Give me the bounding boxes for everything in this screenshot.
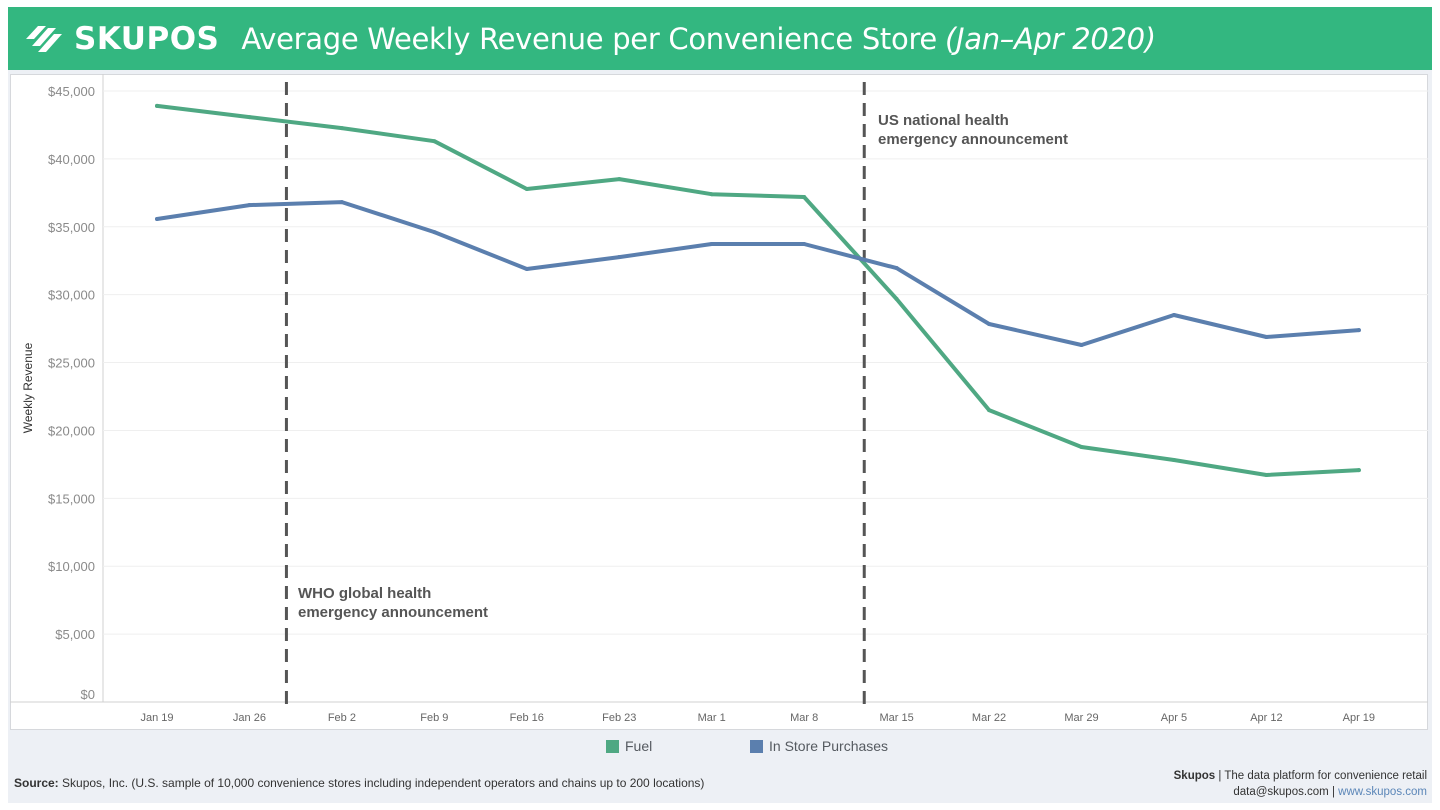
data-point-fuel[interactable] xyxy=(339,126,344,131)
legend-label: In Store Purchases xyxy=(769,738,889,754)
legend-item-fuel[interactable]: Fuel xyxy=(606,738,652,754)
title-main: Average Weekly Revenue per Convenience S… xyxy=(241,21,937,56)
data-point-in-store-purchases[interactable] xyxy=(524,267,529,272)
data-point-fuel[interactable] xyxy=(987,408,992,413)
x-tick-label: Mar 15 xyxy=(879,712,913,724)
title-date-range: (Jan–Apr 2020) xyxy=(944,21,1156,56)
email-link[interactable]: data@skupos.com xyxy=(1233,786,1329,798)
who-annotation: WHO global health emergency announcement xyxy=(298,584,488,622)
data-point-fuel[interactable] xyxy=(432,139,437,144)
y-tick-label: $25,000 xyxy=(48,356,95,371)
annotation-line: US national health xyxy=(878,112,1009,129)
data-point-in-store-purchases[interactable] xyxy=(894,266,899,271)
data-point-fuel[interactable] xyxy=(1356,468,1361,473)
x-tick-label: Jan 19 xyxy=(140,712,173,724)
legend: Fuel In Store Purchases xyxy=(0,738,1440,756)
header-bar: SKUPOS Average Weekly Revenue per Conven… xyxy=(8,7,1432,70)
x-tick-label: Feb 9 xyxy=(420,712,448,724)
legend-swatch-in-store xyxy=(750,739,763,753)
y-tick-label: $30,000 xyxy=(48,288,95,303)
brand-name: SKUPOS xyxy=(74,20,220,57)
skupos-logo: SKUPOS xyxy=(22,21,219,57)
y-tick-label: $15,000 xyxy=(48,491,95,506)
data-point-in-store-purchases[interactable] xyxy=(987,321,992,326)
legend-swatch-fuel xyxy=(606,739,619,753)
legend-item-in-store[interactable]: In Store Purchases xyxy=(750,738,888,754)
data-point-fuel[interactable] xyxy=(1171,458,1176,463)
tagline: | The data platform for convenience reta… xyxy=(1215,770,1427,782)
chart-title: Average Weekly Revenue per Convenience S… xyxy=(241,21,1156,56)
data-point-fuel[interactable] xyxy=(802,195,807,200)
data-point-fuel[interactable] xyxy=(247,115,252,120)
legend-label: Fuel xyxy=(625,738,653,754)
y-tick-label: $20,000 xyxy=(48,423,95,438)
data-point-in-store-purchases[interactable] xyxy=(1264,335,1269,340)
website-link[interactable]: www.skupos.com xyxy=(1338,786,1427,798)
data-point-fuel[interactable] xyxy=(1079,445,1084,450)
data-point-fuel[interactable] xyxy=(155,103,159,108)
y-tick-label: $40,000 xyxy=(48,152,95,167)
data-point-fuel[interactable] xyxy=(894,297,899,302)
x-tick-label: Mar 22 xyxy=(972,712,1006,724)
x-tick-label: Mar 8 xyxy=(790,712,818,724)
series-line-fuel[interactable] xyxy=(155,103,1361,477)
separator: | xyxy=(1328,786,1339,798)
source-note: Source: Skupos, Inc. (U.S. sample of 10,… xyxy=(14,776,704,790)
skupos-logo-icon xyxy=(26,25,62,52)
data-point-fuel[interactable] xyxy=(709,192,714,197)
y-tick-label: $10,000 xyxy=(48,559,95,574)
x-tick-label: Apr 19 xyxy=(1343,712,1375,724)
data-point-fuel[interactable] xyxy=(1264,472,1269,477)
source-label: Source: xyxy=(14,776,59,790)
x-tick-label: Feb 2 xyxy=(328,712,356,724)
y-tick-label: $45,000 xyxy=(48,84,95,99)
data-point-in-store-purchases[interactable] xyxy=(709,242,714,247)
source-text: Skupos, Inc. (U.S. sample of 10,000 conv… xyxy=(58,776,705,790)
data-point-in-store-purchases[interactable] xyxy=(802,242,807,247)
data-point-in-store-purchases[interactable] xyxy=(155,217,159,222)
data-point-in-store-purchases[interactable] xyxy=(247,203,252,208)
x-tick-label: Mar 29 xyxy=(1064,712,1098,724)
annotation-line: emergency announcement xyxy=(298,604,489,621)
x-tick-label: Feb 23 xyxy=(602,712,636,724)
x-tick-label: Jan 26 xyxy=(233,712,266,724)
footer-credits: Skupos | The data platform for convenien… xyxy=(1174,768,1427,800)
x-tick-label: Apr 5 xyxy=(1161,712,1187,724)
data-point-in-store-purchases[interactable] xyxy=(1356,328,1361,333)
data-point-in-store-purchases[interactable] xyxy=(339,200,344,205)
x-tick-label: Mar 1 xyxy=(698,712,726,724)
data-point-fuel[interactable] xyxy=(617,177,622,182)
y-tick-label: $5,000 xyxy=(55,627,95,642)
data-point-in-store-purchases[interactable] xyxy=(617,255,622,260)
y-axis-label: Weekly Revenue xyxy=(21,342,35,433)
y-tick-label: $35,000 xyxy=(48,220,95,235)
us-annotation: US national health emergency announcemen… xyxy=(878,111,1068,149)
data-point-in-store-purchases[interactable] xyxy=(1171,313,1176,318)
company-name: Skupos xyxy=(1173,770,1216,782)
x-tick-label: Feb 16 xyxy=(510,712,544,724)
annotation-line: emergency announcement xyxy=(878,131,1069,148)
data-point-in-store-purchases[interactable] xyxy=(1079,343,1084,348)
data-point-fuel[interactable] xyxy=(524,187,529,192)
annotation-line: WHO global health xyxy=(298,585,432,602)
x-tick-label: Apr 12 xyxy=(1250,712,1282,724)
data-point-in-store-purchases[interactable] xyxy=(432,230,437,235)
plot-frame xyxy=(10,74,1428,730)
y-tick-label: $0 xyxy=(81,687,95,702)
series-line-in-store-purchases[interactable] xyxy=(155,200,1361,347)
